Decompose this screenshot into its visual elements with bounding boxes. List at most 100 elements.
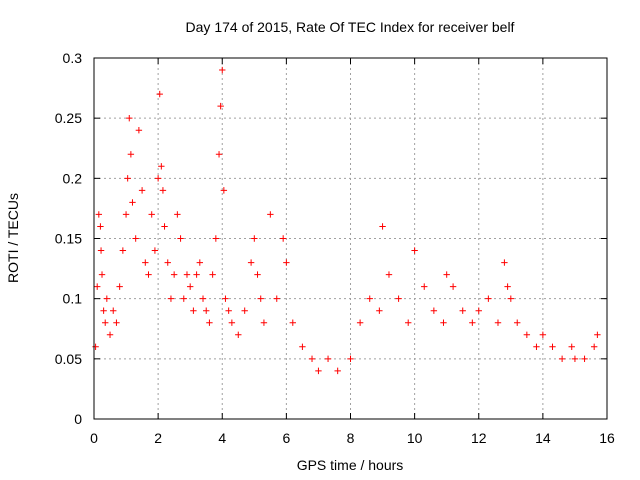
x-tick-label: 0 xyxy=(90,430,98,446)
data-point xyxy=(116,283,123,290)
data-point xyxy=(347,355,354,363)
data-point xyxy=(395,295,402,302)
data-point xyxy=(283,259,290,266)
data-point xyxy=(539,331,547,338)
data-point xyxy=(97,247,105,254)
data-point xyxy=(558,355,566,363)
data-point xyxy=(177,235,184,242)
data-point xyxy=(180,295,187,302)
data-point xyxy=(279,235,287,242)
y-tick-label: 0.1 xyxy=(63,291,83,307)
data-point xyxy=(443,271,450,278)
data-point xyxy=(170,271,178,278)
x-tick-label: 2 xyxy=(154,430,162,446)
y-tick-label: 0.25 xyxy=(55,110,82,126)
data-point xyxy=(241,307,248,314)
data-point xyxy=(507,295,515,302)
data-point xyxy=(533,343,540,350)
data-point xyxy=(156,90,163,98)
data-point xyxy=(449,283,457,290)
data-point xyxy=(421,283,428,290)
data-point xyxy=(590,343,598,350)
data-point xyxy=(103,295,111,302)
data-point xyxy=(273,295,280,302)
data-points xyxy=(92,66,601,375)
data-point xyxy=(95,211,103,218)
data-point xyxy=(106,331,114,338)
data-point xyxy=(440,319,447,326)
data-point xyxy=(315,367,322,375)
x-tick-label: 4 xyxy=(218,430,226,446)
data-point xyxy=(135,127,143,134)
data-point xyxy=(494,319,502,326)
x-tick-label: 6 xyxy=(282,430,290,446)
data-point xyxy=(504,283,511,290)
data-point xyxy=(379,223,386,230)
data-point xyxy=(267,211,274,218)
data-point xyxy=(186,283,194,290)
data-point xyxy=(219,66,226,74)
data-point xyxy=(110,307,117,314)
data-point xyxy=(523,331,531,338)
data-point xyxy=(212,235,220,242)
data-point xyxy=(225,307,232,314)
y-tick-label: 0.15 xyxy=(55,231,82,247)
data-point xyxy=(164,259,171,266)
data-point xyxy=(196,259,204,266)
data-point xyxy=(119,247,127,254)
data-point xyxy=(132,235,139,242)
data-point xyxy=(122,211,130,218)
data-point xyxy=(459,307,466,314)
x-tick-label: 10 xyxy=(407,430,423,446)
x-tick-label: 14 xyxy=(535,430,551,446)
x-tick-label: 16 xyxy=(599,430,615,446)
data-point xyxy=(254,271,261,278)
data-point xyxy=(206,319,213,326)
data-point xyxy=(159,187,167,194)
data-point xyxy=(376,307,383,314)
data-point xyxy=(366,295,373,302)
data-point xyxy=(594,331,601,338)
data-point xyxy=(469,319,476,326)
data-point xyxy=(151,247,159,254)
data-point xyxy=(251,235,258,242)
data-point xyxy=(142,259,149,266)
data-point xyxy=(299,343,306,350)
data-point xyxy=(154,175,162,182)
data-point xyxy=(215,151,223,158)
data-point xyxy=(138,187,146,194)
data-point xyxy=(334,367,341,375)
data-point xyxy=(228,319,236,326)
data-point xyxy=(113,319,120,326)
data-point xyxy=(209,271,216,278)
data-point xyxy=(158,163,165,170)
data-point xyxy=(97,223,104,230)
data-point xyxy=(92,343,99,350)
data-point xyxy=(289,319,296,326)
data-point xyxy=(102,319,109,326)
data-point xyxy=(98,271,106,278)
data-point xyxy=(167,295,175,302)
data-point xyxy=(100,307,107,314)
data-point xyxy=(356,319,364,326)
data-point xyxy=(411,247,418,254)
data-point xyxy=(385,271,393,278)
x-tick-label: 12 xyxy=(471,430,487,446)
data-point xyxy=(190,307,197,314)
data-point xyxy=(475,307,482,314)
x-axis-label: GPS time / hours xyxy=(297,457,404,473)
data-point xyxy=(148,211,155,218)
data-point xyxy=(161,223,168,230)
data-point xyxy=(145,271,152,278)
data-point xyxy=(324,355,332,363)
data-point xyxy=(199,295,207,302)
x-tick-label: 8 xyxy=(347,430,355,446)
data-point xyxy=(514,319,521,326)
y-axis-label: ROTI / TECUs xyxy=(5,193,21,283)
axes: 0 2 4 6 8 10 12 14 16 0 0.05 0.1 0.15 0.2 0.25 0.3 xyxy=(55,50,615,446)
data-point xyxy=(568,343,575,350)
data-point xyxy=(549,343,556,350)
data-point xyxy=(222,295,229,302)
data-point xyxy=(129,199,136,206)
